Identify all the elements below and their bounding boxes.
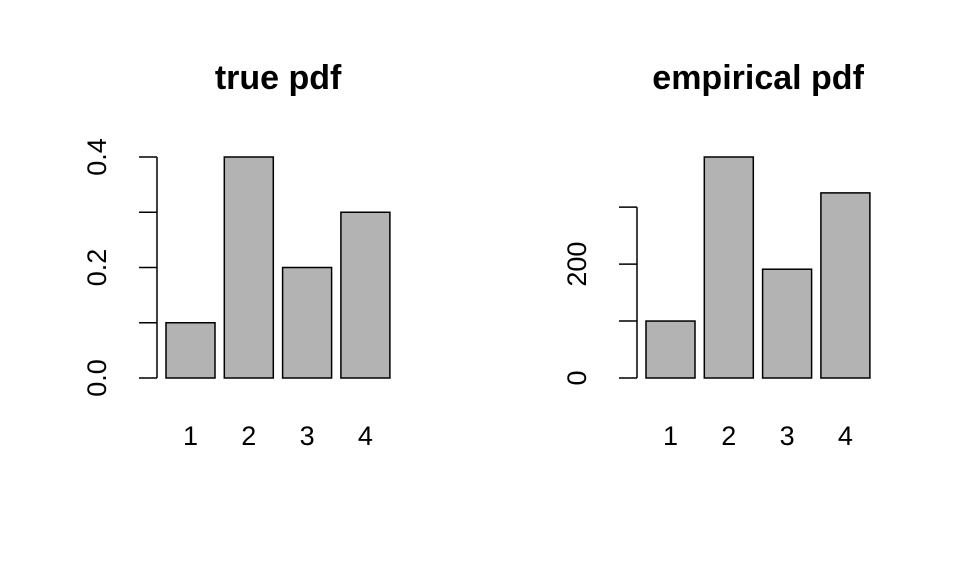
x-tick-label: 2 bbox=[241, 421, 256, 451]
bar bbox=[703, 156, 755, 379]
bar bbox=[340, 211, 391, 379]
y-tick-label: 0 bbox=[562, 370, 592, 385]
y-tick-label: 0.0 bbox=[82, 359, 112, 397]
x-tick-label: 1 bbox=[663, 421, 678, 451]
bar bbox=[645, 320, 696, 379]
x-tick-label: 3 bbox=[300, 421, 315, 451]
y-tick-label: 200 bbox=[562, 242, 592, 287]
x-tick-label: 2 bbox=[721, 421, 736, 451]
chart-title: true pdf bbox=[215, 59, 342, 97]
chart-title: empirical pdf bbox=[652, 59, 864, 97]
x-tick-label: 1 bbox=[183, 421, 198, 451]
y-tick-label: 0.4 bbox=[82, 138, 112, 176]
x-tick-label: 4 bbox=[838, 421, 853, 451]
x-tick-label: 3 bbox=[780, 421, 795, 451]
x-tick-label: 4 bbox=[358, 421, 373, 451]
y-tick-label: 0.2 bbox=[82, 249, 112, 287]
bar bbox=[820, 192, 871, 379]
bar bbox=[281, 266, 333, 379]
bar bbox=[761, 268, 813, 379]
bar bbox=[165, 322, 216, 379]
bar bbox=[223, 156, 275, 379]
